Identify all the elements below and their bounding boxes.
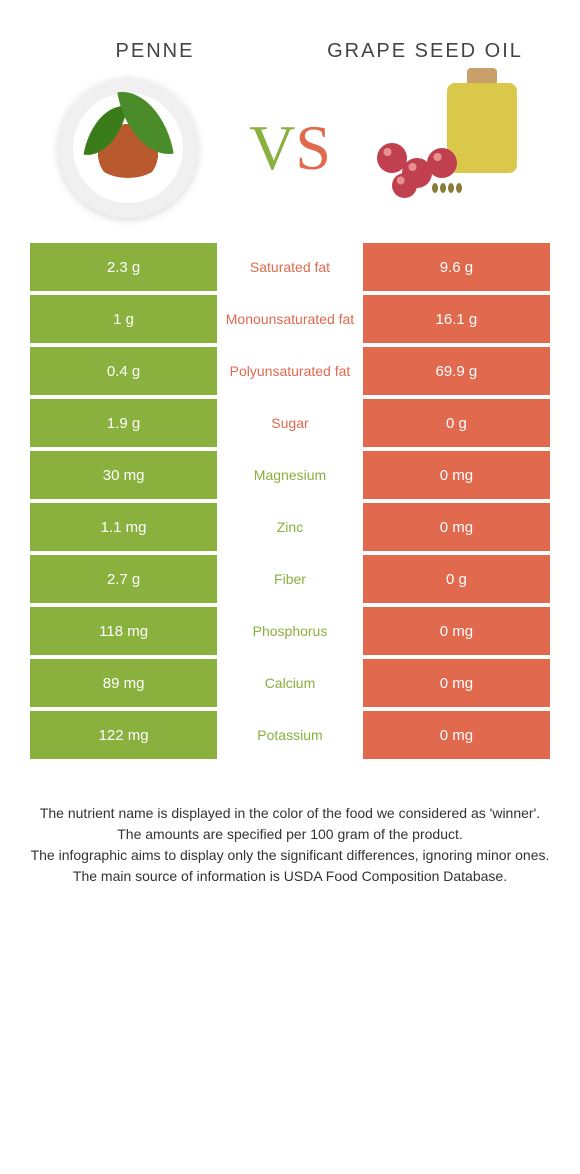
nutrient-label: Magnesium bbox=[217, 451, 363, 499]
right-value: 0 mg bbox=[363, 451, 550, 499]
footer-line: The main source of information is USDA F… bbox=[30, 866, 550, 887]
table-row: 1.1 mgZinc0 mg bbox=[30, 503, 550, 551]
nutrient-label: Saturated fat bbox=[217, 243, 363, 291]
vs-label: VS bbox=[249, 116, 331, 180]
left-image bbox=[53, 83, 203, 213]
vs-v: V bbox=[249, 112, 295, 183]
table-row: 89 mgCalcium0 mg bbox=[30, 659, 550, 707]
right-title: Grape seed oil bbox=[317, 40, 533, 63]
right-value: 16.1 g bbox=[363, 295, 550, 343]
right-value: 0 mg bbox=[363, 503, 550, 551]
left-value: 1.1 mg bbox=[30, 503, 217, 551]
footer: The nutrient name is displayed in the co… bbox=[0, 763, 580, 917]
nutrient-label: Phosphorus bbox=[217, 607, 363, 655]
grape-icon bbox=[392, 173, 417, 198]
nutrient-label: Zinc bbox=[217, 503, 363, 551]
nutrient-label: Polyunsaturated fat bbox=[217, 347, 363, 395]
table-row: 2.7 gFiber0 g bbox=[30, 555, 550, 603]
right-value: 0 mg bbox=[363, 659, 550, 707]
table-row: 122 mgPotassium0 mg bbox=[30, 711, 550, 759]
right-value: 69.9 g bbox=[363, 347, 550, 395]
nutrient-label: Potassium bbox=[217, 711, 363, 759]
comparison-table: 2.3 gSaturated fat9.6 g1 gMonounsaturate… bbox=[0, 243, 580, 763]
right-value: 0 mg bbox=[363, 711, 550, 759]
table-row: 2.3 gSaturated fat9.6 g bbox=[30, 243, 550, 291]
nutrient-label: Fiber bbox=[217, 555, 363, 603]
hero: VS bbox=[0, 83, 580, 243]
left-title: Penne bbox=[47, 40, 263, 63]
seeds-icon bbox=[432, 183, 472, 198]
footer-line: The infographic aims to display only the… bbox=[30, 845, 550, 866]
bottle-icon bbox=[447, 83, 517, 173]
left-value: 1.9 g bbox=[30, 399, 217, 447]
left-value: 118 mg bbox=[30, 607, 217, 655]
table-row: 118 mgPhosphorus0 mg bbox=[30, 607, 550, 655]
left-value: 1 g bbox=[30, 295, 217, 343]
right-value: 0 g bbox=[363, 399, 550, 447]
table-row: 1 gMonounsaturated fat16.1 g bbox=[30, 295, 550, 343]
nutrient-label: Calcium bbox=[217, 659, 363, 707]
left-value: 30 mg bbox=[30, 451, 217, 499]
table-row: 30 mgMagnesium0 mg bbox=[30, 451, 550, 499]
right-value: 0 mg bbox=[363, 607, 550, 655]
nutrient-label: Sugar bbox=[217, 399, 363, 447]
left-value: 122 mg bbox=[30, 711, 217, 759]
nutrient-label: Monounsaturated fat bbox=[217, 295, 363, 343]
right-value: 0 g bbox=[363, 555, 550, 603]
left-value: 2.7 g bbox=[30, 555, 217, 603]
right-image bbox=[377, 83, 527, 213]
left-value: 0.4 g bbox=[30, 347, 217, 395]
table-row: 0.4 gPolyunsaturated fat69.9 g bbox=[30, 347, 550, 395]
left-value: 2.3 g bbox=[30, 243, 217, 291]
vs-s: S bbox=[295, 112, 331, 183]
left-value: 89 mg bbox=[30, 659, 217, 707]
footer-line: The amounts are specified per 100 gram o… bbox=[30, 824, 550, 845]
table-row: 1.9 gSugar0 g bbox=[30, 399, 550, 447]
grape-icon bbox=[427, 148, 457, 178]
penne-plate-icon bbox=[58, 78, 198, 218]
right-value: 9.6 g bbox=[363, 243, 550, 291]
footer-line: The nutrient name is displayed in the co… bbox=[30, 803, 550, 824]
